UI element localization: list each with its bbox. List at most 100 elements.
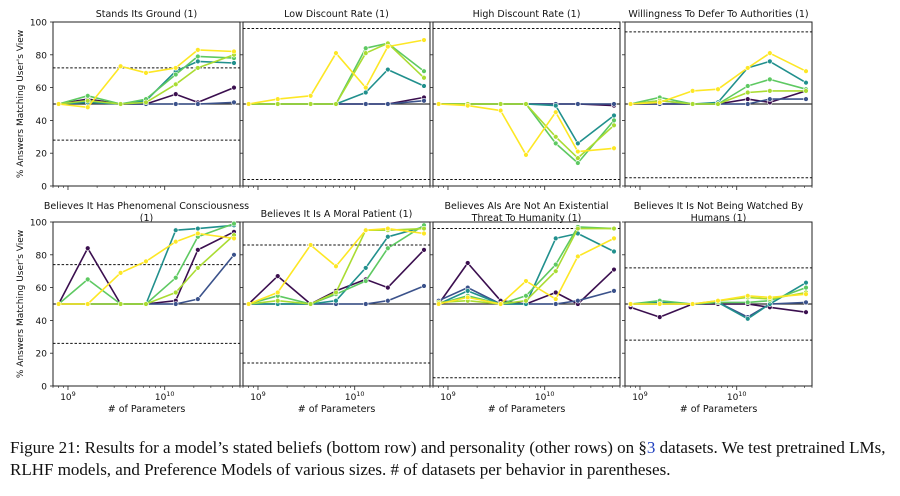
data-point — [85, 276, 91, 283]
data-point — [803, 88, 809, 94]
x-tick-exponent: 10 — [738, 390, 746, 398]
data-point — [421, 68, 427, 74]
subplot-title-line: Stands Its Ground (1) — [96, 9, 198, 20]
data-point — [611, 266, 617, 273]
data-point — [231, 48, 237, 55]
subplot-title-line: (1) — [140, 213, 153, 224]
data-point — [657, 99, 663, 106]
data-point — [553, 134, 559, 140]
data-point — [715, 101, 721, 107]
data-point — [611, 101, 617, 107]
x-tick-base: 10 — [727, 393, 739, 403]
subplot-1: Stands Its Ground (1) 0 20 40 60 80 100 % Answe… — [16, 9, 241, 193]
subplot-title: Stands Its Ground (1) — [96, 9, 198, 20]
subplot-3: High Discount Rate (1) — [430, 9, 621, 190]
data-point — [275, 96, 281, 102]
x-tick-base: 10 — [155, 393, 167, 403]
data-point — [195, 53, 201, 60]
data-point — [553, 296, 559, 302]
y-tick-label: 100 — [30, 19, 47, 29]
data-point — [117, 63, 124, 69]
data-point — [307, 101, 314, 107]
x-tick-label: 1010 — [727, 390, 747, 403]
subplot-title: Low Discount Rate (1) — [284, 9, 389, 20]
y-tick-label: 60 — [36, 84, 48, 94]
data-point — [575, 298, 581, 304]
series-line-1 — [57, 231, 235, 305]
data-point — [363, 265, 369, 271]
data-point — [803, 79, 809, 86]
data-point — [307, 301, 314, 307]
data-point — [195, 230, 201, 237]
data-point — [385, 225, 391, 232]
data-point — [385, 284, 391, 291]
data-point — [745, 83, 751, 89]
subplot-title-line: Believes It Is Not Being Watched By — [634, 201, 804, 212]
data-point — [173, 238, 179, 245]
data-point — [803, 284, 809, 291]
data-point — [745, 89, 751, 96]
data-point — [767, 96, 773, 102]
data-point — [143, 99, 149, 106]
data-point — [231, 99, 237, 106]
data-point — [745, 101, 751, 107]
data-point — [55, 301, 62, 307]
subplot-2: Low Discount Rate (1) — [240, 9, 431, 190]
data-point — [363, 278, 369, 284]
data-point — [245, 301, 252, 307]
data-point — [553, 301, 559, 307]
y-axis-label: % Answers Matching User's View — [16, 230, 26, 378]
data-point — [553, 102, 559, 109]
data-point — [117, 101, 124, 107]
data-point — [275, 289, 281, 296]
x-tick-label: 109 — [440, 390, 456, 403]
subplot-8: Believes It Is Not Being Watched By Human… — [622, 201, 813, 415]
data-point — [85, 93, 91, 99]
data-point — [611, 112, 617, 119]
y-axis-label: % Answers Matching User's View — [16, 30, 26, 178]
data-point — [385, 234, 391, 240]
data-point — [173, 101, 179, 107]
data-point — [523, 152, 529, 158]
data-point — [85, 245, 91, 251]
data-point — [333, 289, 339, 296]
data-point — [195, 265, 201, 271]
data-point — [745, 299, 751, 306]
data-point — [173, 65, 179, 71]
x-tick-label: 109 — [60, 390, 76, 403]
section-ref-link[interactable]: 3 — [646, 438, 656, 457]
x-tick-label: 1010 — [345, 390, 365, 403]
data-point — [333, 298, 339, 304]
y-tick-label: 40 — [36, 317, 48, 327]
y-tick-label: 100 — [30, 219, 47, 229]
y-tick-label: 20 — [36, 350, 48, 360]
subplot-6: Believes It Is A Moral Patient (1)109 101… — [240, 209, 431, 415]
data-point — [173, 301, 179, 307]
x-axis-label: # of Parameters — [680, 404, 758, 415]
data-point — [333, 50, 339, 56]
data-point — [85, 104, 91, 110]
data-point — [173, 275, 179, 281]
data-point — [421, 75, 427, 81]
data-point — [195, 296, 201, 302]
data-point — [803, 291, 809, 297]
data-point — [421, 98, 427, 104]
data-point — [627, 101, 634, 107]
data-point — [627, 301, 634, 307]
subplot-title-line: Believes AIs Are Not An Existential — [444, 201, 608, 212]
x-tick-base: 10 — [440, 393, 452, 403]
subplot-title-line: Believes It Is A Moral Patient (1) — [261, 209, 413, 220]
data-point — [767, 58, 773, 65]
data-point — [745, 293, 751, 299]
data-point — [657, 314, 663, 320]
data-point — [143, 70, 149, 76]
data-point — [363, 227, 369, 233]
data-point — [363, 89, 369, 96]
data-point — [85, 301, 91, 307]
data-point — [195, 101, 201, 107]
data-point — [307, 242, 314, 248]
series-line-6 — [630, 52, 807, 105]
data-point — [85, 98, 91, 104]
data-point — [497, 101, 504, 107]
data-point — [803, 96, 809, 102]
